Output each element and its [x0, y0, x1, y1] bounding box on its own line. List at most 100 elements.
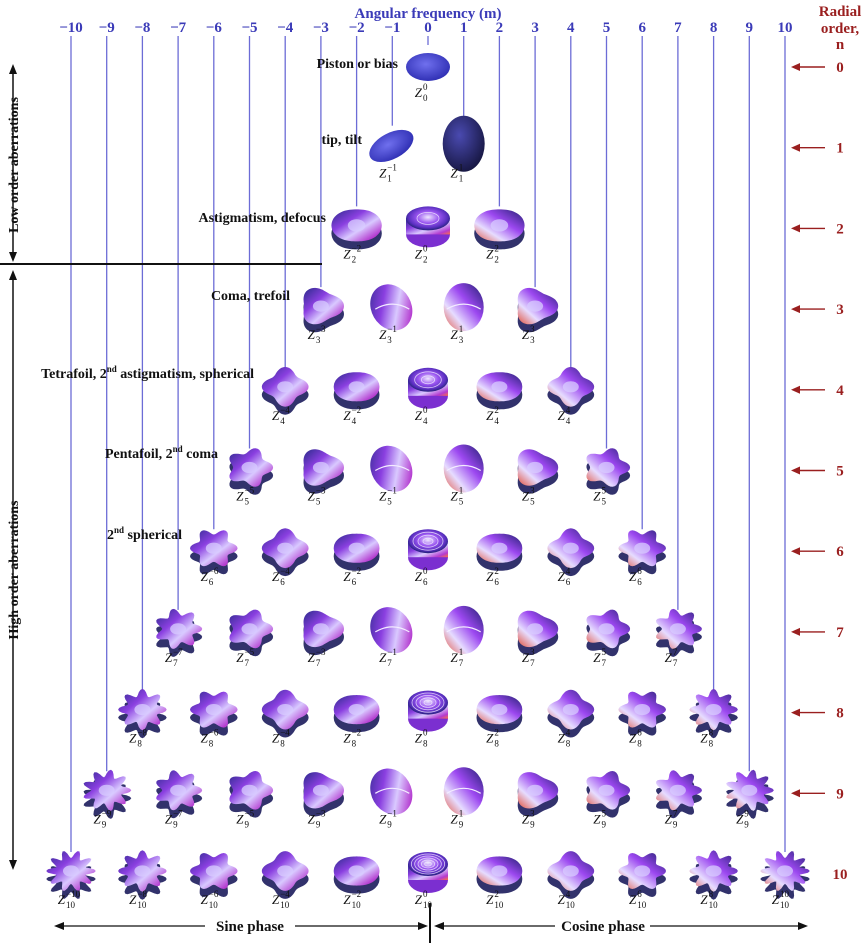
zernike-m-index: 7 — [673, 647, 678, 657]
aberration-group-label: 2nd spherical — [107, 525, 182, 543]
m-value-label: 6 — [638, 20, 646, 36]
zernike-m-index: −2 — [352, 728, 362, 738]
m-value-label: 0 — [424, 20, 432, 36]
surface-center — [705, 865, 722, 877]
zernike-symbol: Z — [343, 731, 351, 746]
surface-center — [491, 865, 508, 877]
angular-frequency-title: Angular frequency (m) — [355, 6, 502, 22]
zernike-symbol: Z — [379, 650, 387, 665]
zernike-n-index: 8 — [637, 739, 642, 749]
surface-center — [134, 704, 151, 716]
zernike-n-index: 10 — [209, 900, 219, 910]
zernike-z-9-neg1: Z −19 — [370, 768, 413, 829]
surface-shape — [370, 768, 413, 815]
zernike-n-index: 0 — [423, 93, 428, 103]
zernike-n-index: 4 — [352, 416, 357, 426]
m-value-label: 7 — [674, 20, 682, 36]
zernike-symbol: Z — [558, 408, 566, 423]
zernike-symbol: Z — [522, 650, 530, 665]
surface-center — [527, 461, 544, 474]
zernike-symbol: Z — [343, 569, 351, 584]
zernike-symbol: Z — [343, 892, 351, 907]
zernike-n-index: 10 — [494, 900, 504, 910]
zernike-n-index: 9 — [744, 819, 749, 829]
surface-center — [134, 865, 151, 877]
surface-center — [98, 784, 115, 796]
zernike-symbol: Z — [201, 569, 209, 584]
zernike-z-9-9: Z 99 — [726, 769, 774, 829]
surface-center — [348, 865, 365, 877]
surface-ring — [414, 855, 442, 873]
n-value-label: 6 — [836, 544, 844, 560]
zernike-symbol: Z — [486, 569, 494, 584]
surface-center — [170, 784, 187, 796]
zernike-n-index: 9 — [316, 819, 321, 829]
zernike-n-index: 8 — [352, 739, 357, 749]
zernike-z-5-neg3: Z −35 — [303, 449, 344, 507]
zernike-n-index: 3 — [316, 335, 321, 345]
low-order-label: Low order aberrations — [7, 97, 22, 233]
m-value-label: −7 — [170, 20, 187, 36]
n-value-label: 10 — [833, 867, 848, 883]
zernike-symbol: Z — [201, 892, 209, 907]
surface-center — [277, 704, 294, 716]
zernike-symbol: Z — [772, 892, 780, 907]
zernike-n-index: 5 — [245, 497, 250, 507]
zernike-z-2-neg2: Z −22 — [331, 209, 382, 264]
surface-center — [669, 623, 686, 635]
zernike-m-index: −1 — [387, 324, 397, 334]
m-value-label: −3 — [313, 20, 329, 36]
aberration-group-label: Tetrafoil, 2nd astigmatism, spherical — [41, 364, 254, 382]
zernike-m-index: 2 — [494, 566, 499, 576]
zernike-m-index: −6 — [209, 566, 219, 576]
zernike-z-7-1: Z 17 — [443, 605, 484, 668]
surface-center — [491, 542, 508, 554]
surface-center — [312, 461, 329, 474]
group-label-part: spherical — [124, 528, 182, 543]
zernike-n-index: 4 — [280, 416, 285, 426]
zernike-symbol: Z — [450, 327, 458, 342]
zernike-m-index: 4 — [566, 889, 571, 899]
zernike-n-index: 7 — [673, 658, 678, 668]
zernike-z-8-0: Z 08 — [408, 690, 448, 749]
zernike-m-index: 9 — [744, 808, 749, 818]
arrow-head — [791, 224, 800, 233]
zernike-n-index: 10 — [66, 900, 76, 910]
zernike-z-6-2: Z 26 — [476, 533, 523, 587]
zernike-n-index: 10 — [637, 900, 647, 910]
zernike-z-8-neg4: Z −48 — [261, 689, 309, 749]
surface-ring — [415, 694, 441, 711]
zernike-symbol: Z — [593, 489, 601, 504]
zernike-n-index: 5 — [459, 497, 464, 507]
zernike-m-index: 3 — [530, 324, 535, 334]
zernike-symbol: Z — [272, 892, 280, 907]
surface-ring — [423, 699, 433, 706]
zernike-z-10-neg4: Z −410 — [261, 851, 309, 910]
high-order-label: High order aberrations — [7, 500, 22, 640]
zernike-z-8-8: Z 88 — [689, 688, 738, 749]
zernike-n-index: 6 — [209, 577, 214, 587]
zernike-symbol: Z — [308, 327, 316, 342]
surface-center — [348, 704, 365, 716]
zernike-n-index: 2 — [494, 254, 499, 264]
zernike-m-index: 2 — [494, 243, 499, 253]
surface-shape — [406, 206, 450, 231]
surface-center — [277, 865, 294, 877]
zernike-z-10-neg8: Z −810 — [118, 850, 167, 910]
zernike-symbol: Z — [736, 811, 744, 826]
zernike-n-index: 8 — [280, 739, 285, 749]
zernike-n-index: 7 — [459, 658, 464, 668]
zernike-symbol: Z — [450, 650, 458, 665]
zernike-m-index: −3 — [316, 647, 326, 657]
surface-center — [490, 219, 509, 232]
zernike-z-4-neg2: Z −24 — [333, 372, 380, 426]
zernike-z-9-1: Z 19 — [443, 767, 484, 829]
surface-center — [170, 623, 187, 635]
zernike-z-7-neg7: Z −77 — [156, 608, 203, 668]
surface-center — [562, 381, 579, 393]
aberration-group-labels: Piston or bias tip, tilt Astigmatism, defo… — [41, 57, 398, 543]
zernike-symbol: Z — [665, 811, 673, 826]
n-value-label: 3 — [836, 302, 844, 318]
zernike-symbol: Z — [593, 811, 601, 826]
